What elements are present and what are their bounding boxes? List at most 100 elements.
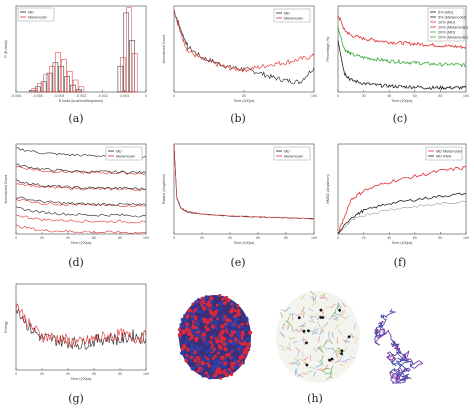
g-xlabel: Time (100ps) xyxy=(70,377,91,381)
molecule-dense-bead xyxy=(209,310,214,315)
d-legend-label: MD xyxy=(116,149,122,153)
molecule-sparse-strand xyxy=(397,353,403,359)
molecule-sparse-strand xyxy=(391,359,396,364)
b-series-metamodel xyxy=(173,9,315,73)
molecule-dense-bead xyxy=(208,353,212,357)
molecule-sparse-strand xyxy=(393,356,397,360)
molecule-clustered-strand xyxy=(337,302,342,309)
e-xtick-label: 80 xyxy=(284,236,288,240)
molecule-dense-bead xyxy=(188,337,192,341)
g-xtick-label: 100 xyxy=(143,372,149,376)
molecule-clustered-strand xyxy=(334,313,341,316)
molecule-dense-bead xyxy=(232,323,236,326)
molecule-dense-bead xyxy=(211,305,215,309)
molecule-clustered-strand xyxy=(306,370,313,374)
molecule-clustered-strand xyxy=(338,310,344,316)
molecule-clustered-strand xyxy=(338,363,345,367)
a-xtick-label: -0.005 xyxy=(33,94,43,98)
molecule-dense-bead xyxy=(202,357,207,362)
panel-c: 0 20 40 60 80 100 Time (100ps) Percentage (%) 5%… xyxy=(322,2,472,110)
g-series-metamodel xyxy=(15,303,147,348)
f-xlabel: Time (100ps) xyxy=(391,241,412,245)
molecule-sparse-strand xyxy=(396,380,401,384)
molecule-sparse-strand xyxy=(403,350,410,357)
molecule-dense-bead xyxy=(215,303,219,307)
molecule-dense-bead xyxy=(193,334,197,338)
molecule-clustered-strand xyxy=(296,351,300,358)
a-legend-label: MD xyxy=(28,10,34,14)
molecule-clustered-strand xyxy=(286,347,292,351)
a-legend-label: Metamodel xyxy=(28,15,47,19)
molecule-dense-bead xyxy=(238,349,242,353)
d-series xyxy=(15,163,147,174)
molecule-dense-bead xyxy=(231,337,235,341)
molecule-clustered-strand xyxy=(285,306,291,312)
a-bar xyxy=(61,59,67,93)
molecule-clustered-center xyxy=(321,316,325,319)
panel-e: 0 20 40 60 80 100 Time (100ps) Radius (Angstrom… xyxy=(160,140,320,255)
e-xtick-label: 100 xyxy=(311,236,317,240)
molecule-dense-bead xyxy=(209,296,214,301)
c-xtick-label: 80 xyxy=(438,94,442,98)
molecule-sparse-strand xyxy=(390,361,394,365)
molecule-dense-bead xyxy=(209,347,214,352)
molecule-clustered-strand xyxy=(326,375,332,380)
chart-c: 0 20 40 60 80 100 Time (100ps) Percentage (%) 5%… xyxy=(326,5,469,103)
g-xtick-label: 20 xyxy=(40,372,44,376)
chart-a: -0.006 -0.005 -0.004 -0.003 -0.002 -0.001 0 E-b… xyxy=(4,5,147,103)
molecule-clustered-strand xyxy=(318,336,320,343)
molecule-dense-bead xyxy=(224,373,230,378)
molecule-clustered-strand xyxy=(312,296,314,303)
molecule-clustered-strand xyxy=(300,322,307,327)
f-xtick-label: 0 xyxy=(337,236,339,240)
a-bar xyxy=(72,79,79,93)
molecule-clustered-strand xyxy=(288,312,295,316)
molecule-dense-bead xyxy=(221,297,225,301)
molecule-dense-bead xyxy=(202,367,206,370)
e-xtick-label: 0 xyxy=(173,236,175,240)
panel-h xyxy=(170,285,470,390)
molecule-sparse-strand xyxy=(389,351,394,357)
molecule-sparse-strand xyxy=(399,367,404,372)
a-xtick-label: -0.002 xyxy=(98,94,108,98)
g-ylabel: Energy xyxy=(4,321,8,333)
molecule-sparse-strand xyxy=(402,367,406,372)
molecule-clustered-center xyxy=(347,335,351,339)
molecule-clustered-strand xyxy=(316,314,321,321)
molecule-dense-bead xyxy=(229,372,234,377)
molecule-dense-bead xyxy=(215,315,219,319)
molecule-clustered-strand xyxy=(336,347,343,351)
molecule-dense-bead xyxy=(227,322,231,326)
molecule-dense-bead xyxy=(243,354,247,358)
e-legend-box xyxy=(273,146,311,161)
molecule-dense-bead xyxy=(204,295,209,300)
f-plot-frame xyxy=(337,143,467,235)
molecule-dense-bead xyxy=(191,316,195,320)
molecule-clustered-strand xyxy=(309,315,314,321)
e-legend-label: MD xyxy=(284,149,290,153)
a-bar xyxy=(37,83,43,93)
molecule-clustered-strand xyxy=(310,316,317,318)
molecule-clustered-strand xyxy=(302,306,305,313)
molecule-clustered-strand xyxy=(342,310,346,317)
molecule-clustered-strand xyxy=(300,294,306,300)
molecule-dense-bead xyxy=(217,302,221,306)
molecule-clustered-strand xyxy=(310,296,317,301)
molecule-clustered-strand xyxy=(335,352,339,359)
molecule-clustered-center xyxy=(328,358,331,362)
molecule-clustered-strand xyxy=(344,315,350,320)
molecule-dense-bead xyxy=(223,347,228,352)
a-bar xyxy=(120,57,126,93)
d-xtick-label: 20 xyxy=(40,236,44,240)
f-series-metamodel xyxy=(337,165,467,235)
molecule-dense-bead xyxy=(197,333,202,338)
molecule-dense-bead xyxy=(201,300,206,305)
b-xtick-label: 100 xyxy=(311,94,317,98)
molecule-clustered-strand xyxy=(339,315,345,319)
molecule-clustered-strand xyxy=(289,362,296,365)
c-xlabel: Time (100ps) xyxy=(391,99,412,103)
c-legend-box xyxy=(427,7,465,42)
d-series xyxy=(15,206,147,218)
molecule-dense-bead xyxy=(244,349,249,354)
molecule-sparse-strand xyxy=(389,358,393,361)
